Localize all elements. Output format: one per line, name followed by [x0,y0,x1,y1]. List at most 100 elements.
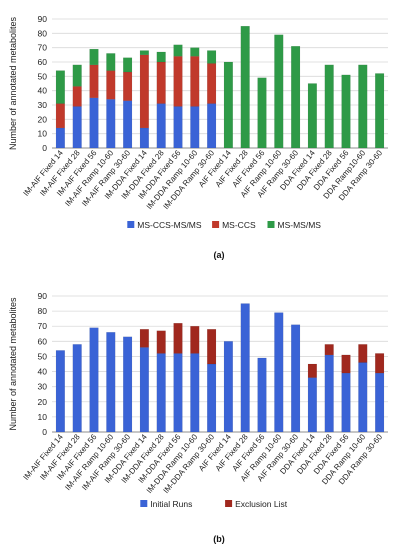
bar-segment [240,25,250,149]
bar-segment [72,64,82,87]
bar-segment [223,341,233,433]
y-tick-label: 90 [38,14,48,24]
bar-segment [173,353,183,433]
bar-segment [375,353,385,374]
bar-segment [341,372,351,433]
bar-segment [358,64,368,149]
bar-segment [123,71,133,101]
panel-label: (a) [214,250,225,260]
bar-segment [173,44,183,57]
chart-panel-b: 0 10 20 30 40 50 60 70 80 90 Number of annotated m… [8,291,388,544]
bar-segment [190,56,200,107]
bar-segment [89,97,99,149]
y-tick-label: 10 [38,129,48,139]
legend-label: MS-CCS-MS/MS [137,220,202,230]
y-tick-label: 30 [38,100,48,110]
bar-segment [291,46,301,149]
y-tick-label: 40 [38,86,48,96]
bar-segment [173,106,183,149]
bar-segment [106,70,116,100]
bar-segment [223,61,233,149]
bar-segment [89,64,99,99]
bar-segment [307,83,317,149]
y-tick-label: 70 [38,43,48,53]
bar-segment [257,357,267,433]
bar-segment [207,50,217,64]
bar-segment [55,127,65,149]
y-tick-label: 60 [38,336,48,346]
bar-segment [72,106,82,149]
bar-segment [156,330,166,354]
y-tick-label: 60 [38,57,48,67]
bar-segment [341,74,351,149]
bar-segment [240,303,250,433]
bar-segment [341,354,351,374]
bar-segment [190,353,200,433]
chart-panel-a: 0 10 20 30 40 50 60 70 80 90 Number of annotated m… [8,14,388,260]
bar-segment [139,50,149,56]
y-tick-label: 0 [42,143,47,153]
bar-segment [274,34,284,149]
bar-segment [375,73,385,149]
bar-segment [190,106,200,149]
bar-segment [89,48,99,66]
y-tick-label: 40 [38,367,48,377]
bar-segment [123,57,133,73]
bar-segment [207,363,217,433]
bar-segment [358,362,368,433]
y-tick-label: 90 [38,291,48,301]
bar-segment [139,329,149,348]
bar-segment [190,326,200,354]
y-axis-label: Number of annotated metabolites [8,297,18,431]
bar-segment [139,127,149,149]
y-tick-label: 50 [38,351,48,361]
bar-segment [324,64,334,149]
legend-swatch [127,221,135,228]
legend-label: MS-MS/MS [278,220,322,230]
bar-segment [190,47,200,57]
y-tick-label: 70 [38,321,48,331]
bar-segment [55,103,65,129]
bar-segment [324,344,334,356]
bar-segment [291,324,301,433]
bar-segment [324,354,334,433]
bar-segment [207,63,217,104]
bar-segment [375,372,385,433]
legend-label: Initial Runs [150,499,192,509]
bar-segment [55,350,65,433]
bar-segment [55,70,65,104]
legend-swatch [267,221,275,228]
bar-segment [358,344,368,363]
legend: Initial Runs Exclusion List [140,499,288,509]
legend-swatch [225,500,233,507]
legend: MS-CCS-MS/MS MS-CCS MS-MS/MS [127,220,321,230]
legend-label: MS-CCS [222,220,256,230]
bar-segment [123,336,133,433]
bar-segment [207,329,217,365]
bar-segment [257,77,267,149]
bar-segment [307,363,317,378]
bar-segment [156,61,166,104]
bar-segment [173,323,183,354]
bar-segment [123,100,133,149]
bar-segment [156,103,166,149]
bar-segment [156,51,166,63]
y-tick-label: 0 [42,427,47,437]
y-tick-label: 20 [38,114,48,124]
bar-segment [89,327,99,433]
bar-segment [106,53,116,71]
bar-segment [207,103,217,149]
bar-segment [139,347,149,433]
y-axis-label: Number of annotated metabolites [8,16,18,150]
bar-segment [72,86,82,107]
panel-label: (b) [213,534,225,544]
y-tick-label: 80 [38,28,48,38]
y-tick-label: 50 [38,71,48,81]
legend-label: Exclusion List [235,499,288,509]
bar-segment [274,312,284,433]
bar-segment [72,344,82,433]
bar-segment [307,377,317,433]
y-tick-label: 20 [38,397,48,407]
bar-segment [139,54,149,129]
